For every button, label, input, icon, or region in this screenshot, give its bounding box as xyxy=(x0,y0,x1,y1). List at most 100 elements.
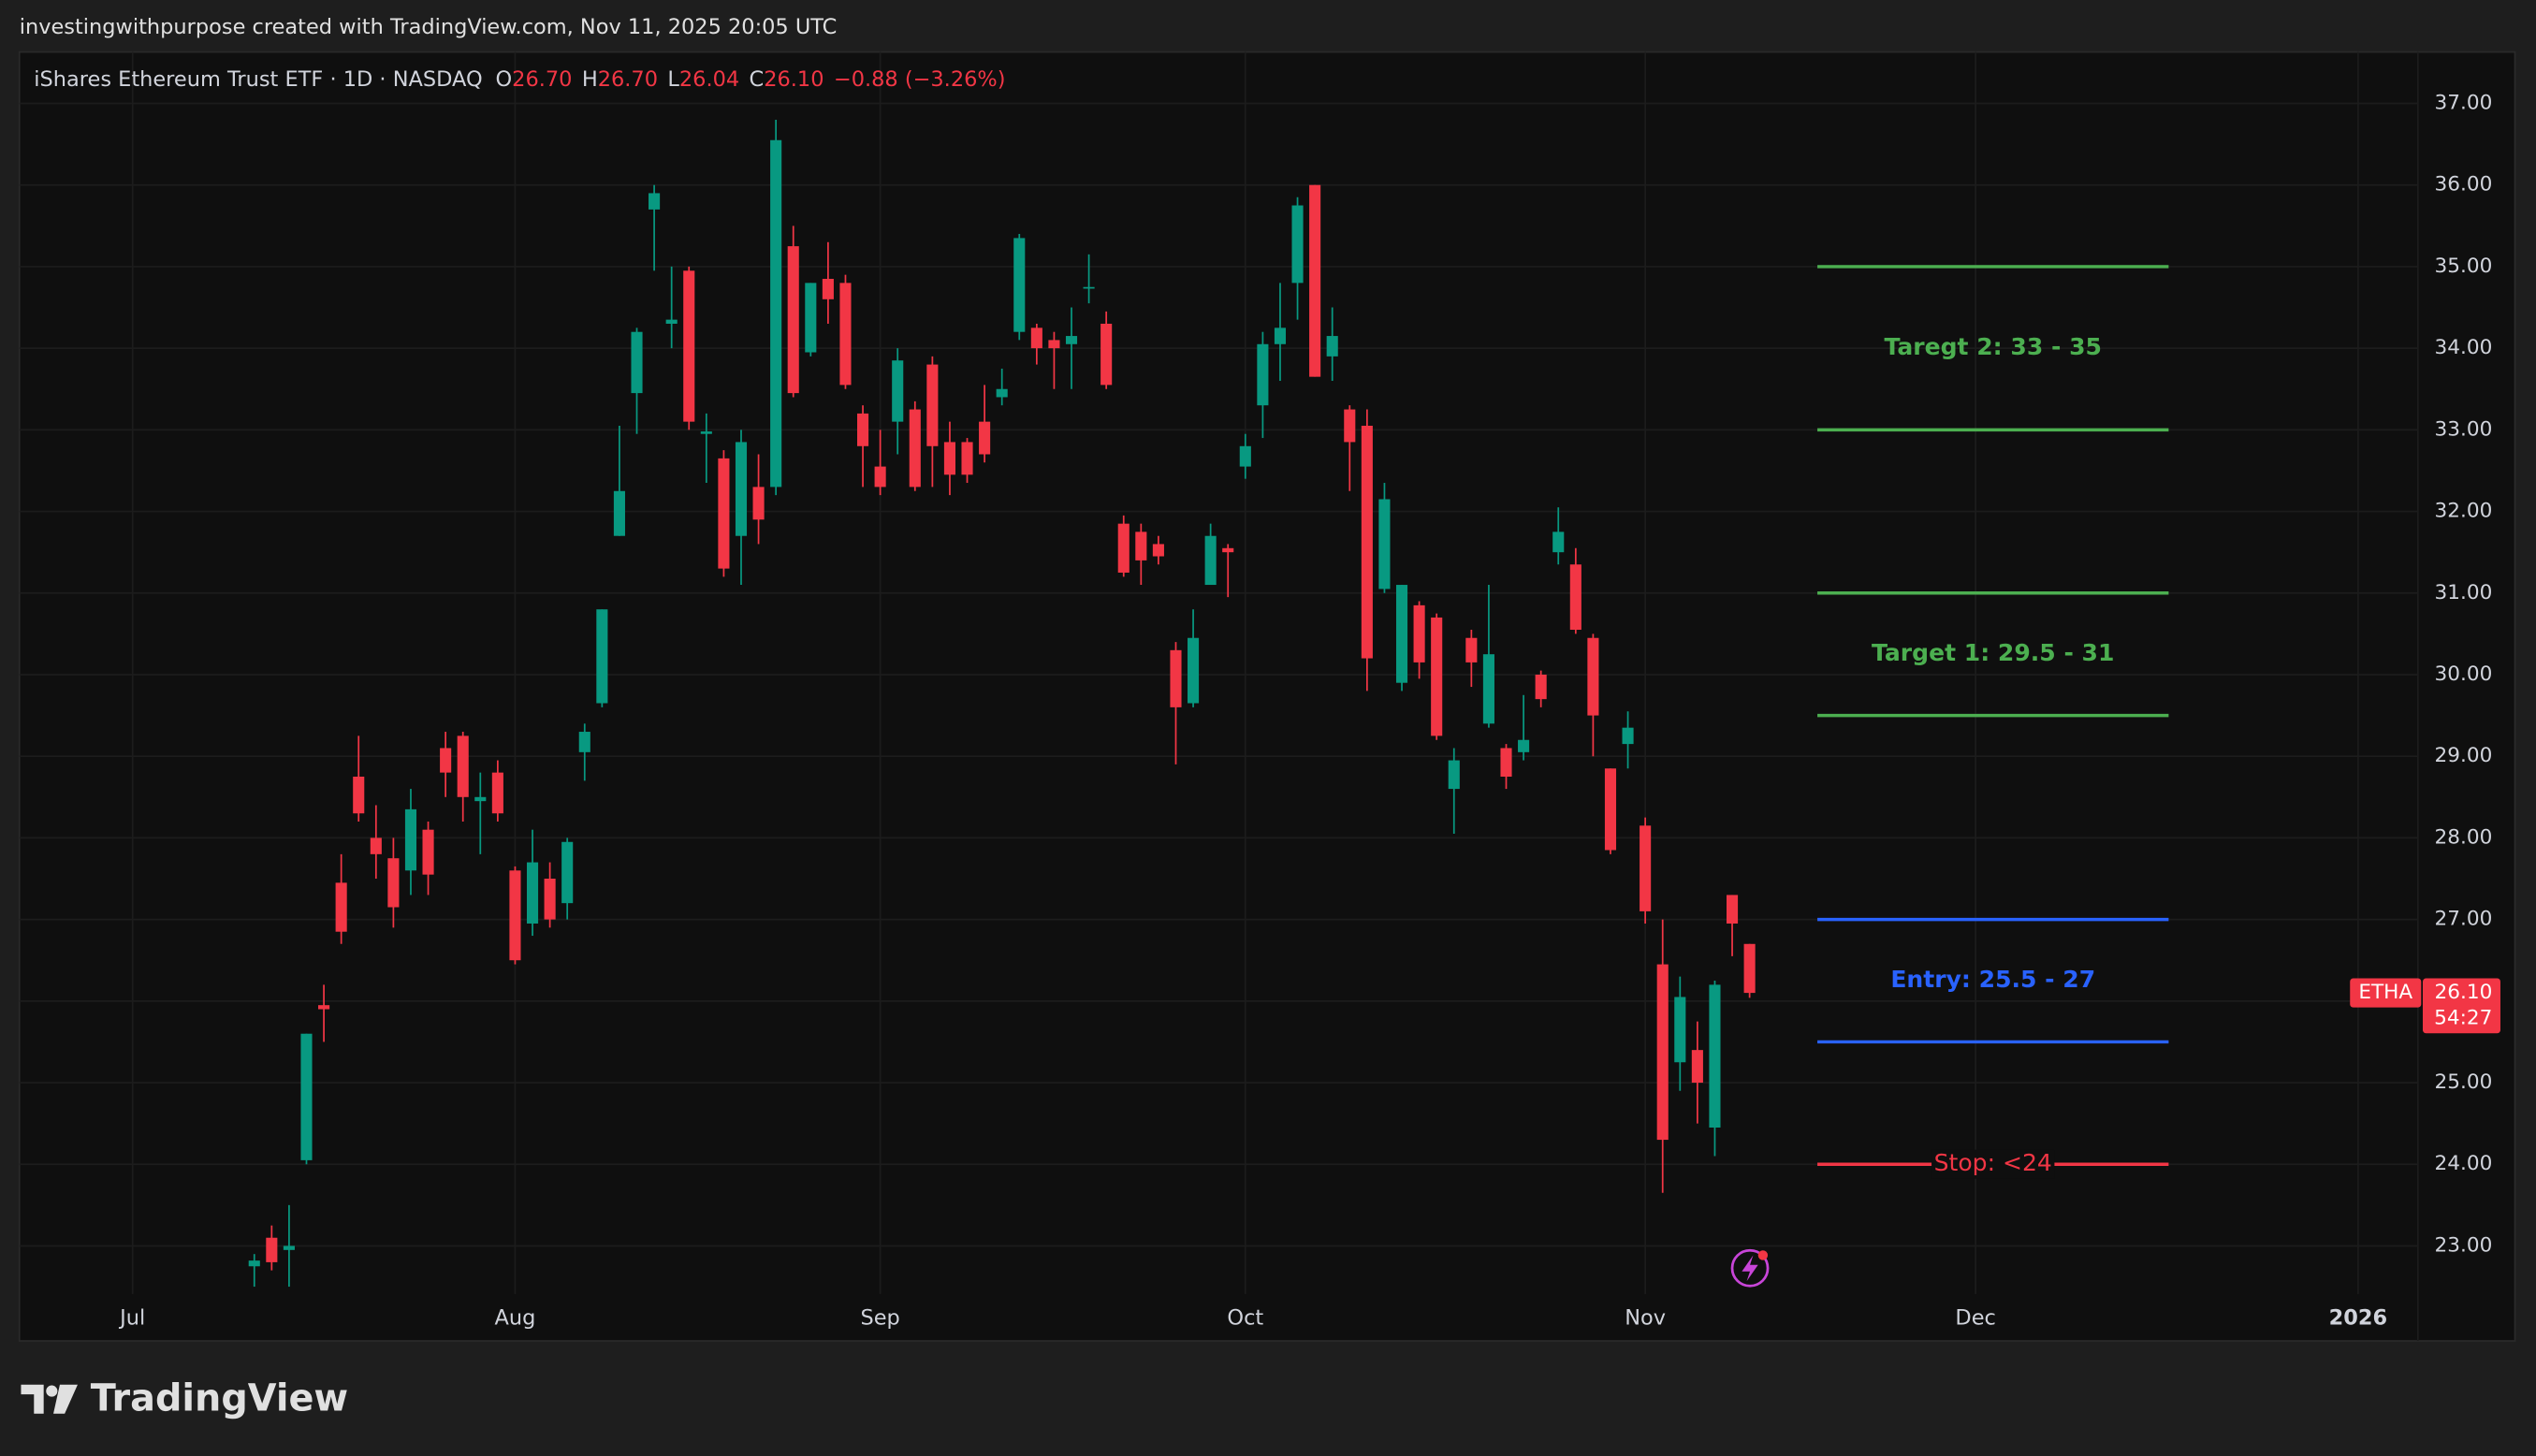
candle-body xyxy=(561,841,574,904)
y-tick-label: 35.00 xyxy=(2435,255,2493,278)
brand-logo xyxy=(21,1384,78,1414)
candle-body xyxy=(457,735,469,797)
y-tick-label: 33.00 xyxy=(2435,417,2493,441)
x-tick-label: Nov xyxy=(1625,1305,1666,1330)
candle-body xyxy=(248,1260,260,1267)
candle-body xyxy=(1344,409,1356,443)
candle-body xyxy=(370,837,382,854)
candle-body xyxy=(1361,425,1373,659)
ohlc-value: 26.04 xyxy=(679,66,739,91)
candle-body xyxy=(1170,649,1182,707)
candle-body xyxy=(787,246,799,394)
candle-body xyxy=(1274,328,1287,344)
candle-body xyxy=(1048,340,1060,349)
candle-body xyxy=(1482,654,1494,724)
attribution: investingwithpurpose created with Tradin… xyxy=(20,15,838,39)
candle-body xyxy=(1152,544,1164,557)
candle-body xyxy=(822,279,834,299)
candle-body xyxy=(1640,825,1652,911)
candle-body xyxy=(665,319,678,324)
annotation-label: Stop: <24 xyxy=(1934,1149,2052,1176)
x-tick-label: Dec xyxy=(1955,1305,1995,1330)
candle-body xyxy=(770,139,782,488)
candle-body xyxy=(718,458,730,569)
candle-body xyxy=(1083,286,1095,289)
annotation-label: Target 1: 29.5 - 31 xyxy=(1872,639,2114,666)
candle-body xyxy=(892,360,904,422)
candle-body xyxy=(1291,205,1304,284)
y-tick-label: 36.00 xyxy=(2435,173,2493,197)
candle-body xyxy=(1743,943,1756,994)
ohlc-key: H xyxy=(582,66,598,91)
candle-body xyxy=(649,193,661,210)
candle-body xyxy=(526,862,539,924)
ohlc-key: C xyxy=(750,66,765,91)
candle-body xyxy=(1204,535,1217,586)
candle-body xyxy=(491,772,503,814)
candle-body xyxy=(422,829,434,875)
candle-body xyxy=(909,409,921,488)
ohlc-key: O xyxy=(495,66,512,91)
candle-body xyxy=(353,776,365,814)
candle-body xyxy=(1013,238,1026,332)
candle-body xyxy=(1431,617,1443,736)
candle-body xyxy=(1326,336,1338,357)
candle-body xyxy=(1413,604,1425,662)
x-tick-label: Jul xyxy=(118,1305,145,1330)
y-tick-label: 30.00 xyxy=(2435,662,2493,686)
candle-body xyxy=(735,442,748,536)
y-tick-label: 32.00 xyxy=(2435,500,2493,523)
candle-body xyxy=(700,431,712,434)
symbol-title: iShares Ethereum Trust ETF · 1D · NASDAQ xyxy=(34,66,482,91)
candle-body xyxy=(1726,895,1739,924)
symbol-tag: ETHA xyxy=(2358,981,2412,1004)
candle-body xyxy=(1309,184,1321,377)
candle-body xyxy=(1100,323,1113,386)
symbol-tag-bg xyxy=(2350,978,2422,1008)
candle-body xyxy=(1587,637,1599,716)
candle-body xyxy=(1117,523,1130,573)
candle-body xyxy=(1465,637,1478,662)
candle-body xyxy=(631,331,643,394)
candle-body xyxy=(1552,531,1565,553)
candle-body xyxy=(874,466,886,488)
candle-body xyxy=(996,388,1008,398)
chart-panel xyxy=(18,51,2516,1342)
candle-body xyxy=(1656,964,1669,1141)
candle-body xyxy=(596,609,608,704)
y-tick-label: 34.00 xyxy=(2435,336,2493,359)
brand-name: TradingView xyxy=(91,1376,348,1420)
candle-body xyxy=(387,858,400,908)
candle-body xyxy=(509,870,521,961)
candle-body xyxy=(1030,328,1042,349)
candle-body xyxy=(1378,499,1391,590)
y-tick-label: 23.00 xyxy=(2435,1233,2493,1257)
ohlc-key: L xyxy=(667,66,679,91)
candle-body xyxy=(613,490,625,536)
candle-body xyxy=(1500,748,1512,777)
candle-body xyxy=(839,283,852,386)
chart-layer: 23.0024.0025.0026.0027.0028.0029.0030.00… xyxy=(19,51,2500,1342)
last-price-bg xyxy=(2423,978,2500,1034)
ohlc-value: 26.70 xyxy=(512,66,572,91)
x-tick-label: Sep xyxy=(860,1305,899,1330)
last-price-label: 26.10 xyxy=(2435,981,2493,1004)
price-change: −0.88 (−3.26%) xyxy=(834,66,1006,91)
y-tick-label: 28.00 xyxy=(2435,825,2493,849)
candle-body xyxy=(1569,564,1581,631)
candle-body xyxy=(979,421,991,455)
candle-body xyxy=(1535,674,1547,700)
candle-body xyxy=(1188,637,1200,704)
candle-body xyxy=(544,879,556,920)
candle-body xyxy=(805,283,817,353)
annotation-label-bg xyxy=(1931,1149,2055,1179)
y-tick-label: 24.00 xyxy=(2435,1152,2493,1175)
ohlc-value: 26.10 xyxy=(764,66,823,91)
candle-body xyxy=(1395,585,1408,683)
candle-body xyxy=(1257,343,1269,406)
candle-body xyxy=(318,1005,330,1010)
x-tick-label: 2026 xyxy=(2329,1305,2388,1330)
candle-body xyxy=(578,732,590,752)
x-tick-label: Oct xyxy=(1227,1305,1263,1330)
